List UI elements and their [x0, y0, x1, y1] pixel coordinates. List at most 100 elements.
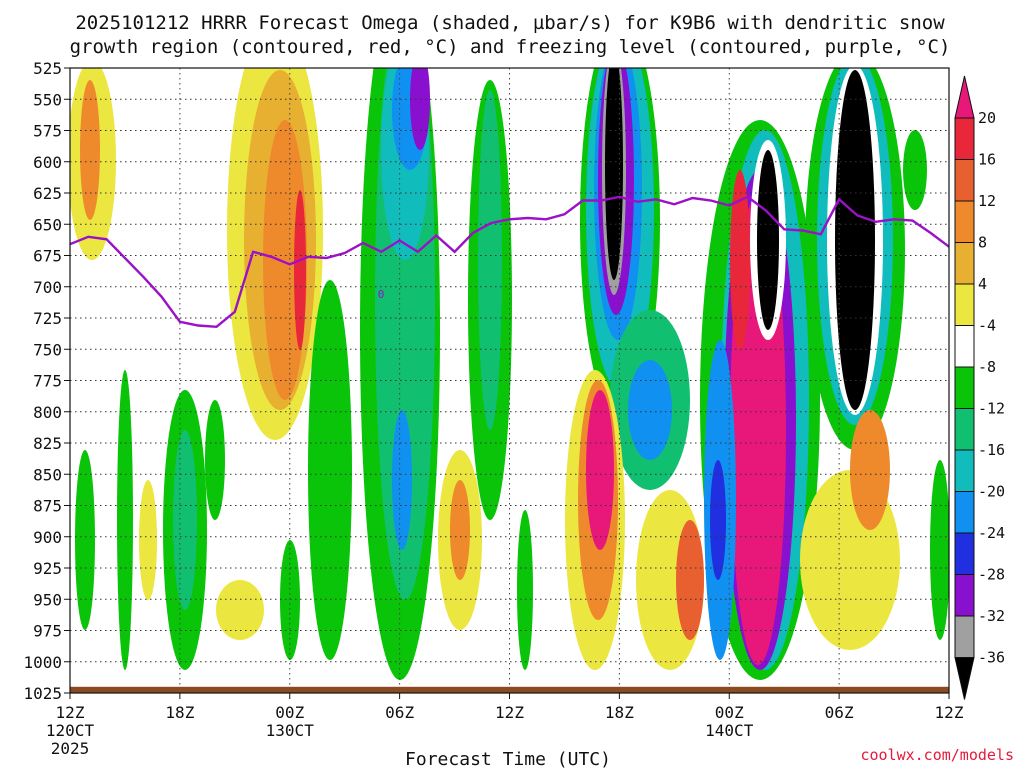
x-tick-date: 130CT — [266, 721, 315, 740]
y-tick-label: 550 — [33, 90, 62, 109]
freezing-level-line — [70, 195, 949, 329]
colorbar-label: -12 — [978, 400, 1005, 418]
x-tick-label: 18Z — [165, 703, 194, 722]
colorbar-label: 4 — [978, 275, 987, 293]
colorbar-bottom-arrow — [954, 657, 975, 700]
y-tick-label: 800 — [33, 403, 62, 422]
colorbar-swatch — [954, 491, 975, 534]
x-tick-label: 12Z — [56, 703, 85, 722]
y-tick-label: 950 — [33, 590, 62, 609]
y-tick-label: 725 — [33, 309, 62, 328]
chart-title-line2: growth region (contoured, red, °C) and f… — [70, 36, 951, 58]
colorbar-swatch — [954, 366, 975, 409]
omega-region — [605, 68, 623, 280]
colorbar-label: 16 — [978, 151, 996, 169]
y-tick-label: 525 — [33, 59, 62, 78]
colorbar-label: -8 — [978, 358, 996, 376]
colorbar-swatch — [954, 117, 975, 160]
colorbar-top-arrow — [954, 75, 975, 119]
colorbar-label: -32 — [978, 607, 1005, 625]
x-tick-label: 06Z — [385, 703, 414, 722]
x-tick-label: 00Z — [275, 703, 304, 722]
colorbar-label: -16 — [978, 441, 1005, 459]
colorbar-swatch — [954, 159, 975, 202]
y-tick-label: 775 — [33, 372, 62, 391]
colorbar-label: -28 — [978, 566, 1005, 584]
colorbar-swatch — [954, 200, 975, 243]
omega-region — [517, 510, 533, 670]
colorbar-label: -4 — [978, 317, 996, 335]
colorbar-swatch — [954, 283, 975, 326]
y-tick-label: 825 — [33, 434, 62, 453]
omega-region — [676, 520, 704, 640]
colorbar-label: 20 — [978, 109, 996, 127]
omega-region — [450, 480, 470, 580]
y-tick-label: 650 — [33, 215, 62, 234]
colorbar-swatch — [954, 615, 975, 658]
omega-region — [730, 170, 750, 350]
x-gridlines — [179, 68, 840, 693]
omega-region — [628, 360, 672, 460]
colorbar-label: -20 — [978, 483, 1005, 501]
omega-region — [850, 410, 890, 530]
omega-region — [410, 68, 430, 150]
y-tick-label: 600 — [33, 153, 62, 172]
omega-region — [392, 410, 412, 550]
omega-region — [586, 390, 614, 550]
freezing-level-label: 0 — [378, 288, 385, 301]
omega-region — [710, 460, 726, 580]
colorbar-swatch — [954, 532, 975, 575]
y-tick-label: 700 — [33, 278, 62, 297]
y-tick-label: 1000 — [23, 653, 62, 672]
x-tick-label: 00Z — [715, 703, 744, 722]
omega-region — [173, 430, 197, 610]
colorbar-swatch — [954, 408, 975, 451]
x-axis-title: Forecast Time (UTC) — [405, 749, 611, 768]
omega-region — [903, 130, 927, 210]
colorbar-label: -24 — [978, 524, 1005, 542]
y-tick-label: 675 — [33, 247, 62, 266]
omega-shading — [70, 68, 949, 680]
y-tick-label: 850 — [33, 465, 62, 484]
colorbar-label: 12 — [978, 192, 996, 210]
y-tick-label: 925 — [33, 559, 62, 578]
colorbar: 20 16 12 8 4 -4 -8 -12 -16 -20 -24 -28 -32 -36 — [954, 75, 1005, 700]
y-tick-label: 975 — [33, 622, 62, 641]
y-tick-label: 900 — [33, 528, 62, 547]
chart-title-line1: 2025101212 HRRR Forecast Omega (shaded, … — [75, 12, 945, 34]
y-tick-label: 750 — [33, 340, 62, 359]
omega-region — [835, 70, 875, 410]
omega-region — [478, 90, 502, 430]
omega-region — [930, 460, 949, 640]
colorbar-swatch — [954, 449, 975, 492]
plot-area: 0 — [69, 67, 950, 694]
x-tick-label: 18Z — [605, 703, 634, 722]
x-tick-date: 140CT — [705, 721, 754, 740]
colorbar-label: 8 — [978, 234, 987, 252]
omega-region — [75, 450, 95, 630]
omega-region — [757, 150, 779, 330]
x-tick-year: 2025 — [51, 739, 90, 758]
x-tick-label: 12Z — [935, 703, 964, 722]
omega-region — [263, 120, 307, 400]
omega-region — [80, 80, 100, 220]
y-tick-label: 1025 — [23, 684, 62, 703]
y-tick-label: 575 — [33, 122, 62, 141]
colorbar-swatch — [954, 325, 975, 368]
y-tick-label: 875 — [33, 497, 62, 516]
y-axis: 525 550 575 600 625 650 675 700 725 750 775 800 825 8… — [23, 59, 70, 703]
omega-region — [216, 580, 264, 640]
x-tick-date: 120CT — [46, 721, 95, 740]
x-tick-label: 06Z — [825, 703, 854, 722]
ground-surface — [70, 686, 949, 694]
omega-region — [139, 480, 157, 600]
colorbar-swatch — [954, 242, 975, 285]
colorbar-swatch — [954, 574, 975, 617]
omega-region — [117, 370, 133, 670]
x-tick-label: 12Z — [495, 703, 524, 722]
colorbar-label: -36 — [978, 649, 1005, 667]
omega-region — [294, 190, 306, 350]
y-tick-label: 625 — [33, 184, 62, 203]
